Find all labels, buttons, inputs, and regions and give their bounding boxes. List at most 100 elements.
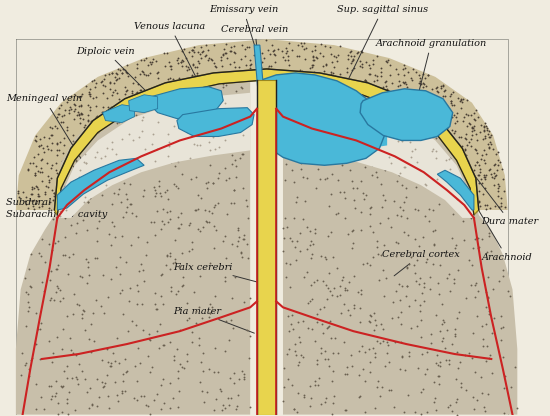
Point	[372, 237, 381, 244]
Point	[72, 136, 80, 142]
Point	[221, 348, 230, 354]
Point	[75, 159, 84, 166]
Point	[155, 177, 164, 184]
Point	[343, 287, 351, 293]
Point	[423, 153, 432, 159]
Point	[186, 154, 195, 161]
Point	[288, 151, 296, 158]
Point	[308, 100, 317, 106]
Point	[122, 258, 130, 265]
Point	[426, 286, 434, 292]
Point	[168, 141, 177, 148]
Point	[37, 202, 46, 209]
Point	[373, 378, 382, 384]
Point	[45, 383, 53, 389]
Point	[116, 290, 125, 297]
Point	[141, 146, 150, 153]
Point	[400, 72, 409, 78]
Point	[28, 186, 36, 192]
Point	[428, 148, 437, 154]
Point	[347, 244, 356, 251]
Point	[299, 317, 307, 324]
Point	[153, 109, 162, 116]
Point	[74, 94, 83, 101]
Point	[301, 102, 310, 108]
Point	[59, 368, 68, 374]
Point	[253, 57, 262, 64]
Text: Falx cerebri: Falx cerebri	[173, 263, 264, 284]
Point	[147, 61, 156, 67]
Point	[152, 101, 161, 108]
Point	[118, 233, 127, 239]
Point	[65, 335, 74, 342]
Point	[98, 104, 107, 111]
Point	[194, 60, 203, 67]
Point	[396, 308, 405, 315]
Point	[37, 156, 46, 162]
Point	[63, 185, 72, 191]
Point	[37, 319, 46, 326]
Polygon shape	[258, 109, 273, 220]
Point	[227, 47, 236, 54]
Polygon shape	[177, 108, 254, 136]
Point	[73, 301, 81, 308]
Point	[402, 136, 410, 143]
Point	[45, 204, 53, 211]
Point	[232, 88, 240, 94]
Point	[230, 200, 239, 206]
Point	[452, 113, 460, 120]
Point	[271, 52, 280, 59]
Point	[456, 162, 465, 168]
Point	[479, 128, 488, 134]
Point	[468, 354, 476, 361]
Point	[46, 277, 54, 283]
Point	[76, 273, 85, 280]
Point	[204, 178, 213, 185]
Point	[103, 346, 112, 353]
Point	[127, 156, 136, 162]
Point	[395, 169, 404, 176]
Point	[231, 50, 240, 57]
Point	[471, 280, 480, 286]
Point	[210, 59, 218, 66]
Point	[428, 261, 437, 267]
Point	[402, 264, 411, 270]
Point	[429, 100, 438, 107]
Point	[155, 94, 164, 101]
Point	[472, 136, 481, 143]
Point	[306, 228, 315, 234]
Point	[346, 48, 355, 54]
Point	[402, 80, 410, 87]
Point	[197, 314, 206, 321]
Point	[221, 233, 229, 240]
Point	[199, 47, 208, 54]
Point	[211, 202, 220, 208]
Point	[81, 375, 90, 382]
Point	[395, 297, 404, 303]
Point	[76, 158, 85, 165]
Point	[112, 69, 120, 76]
Point	[469, 116, 478, 122]
Point	[271, 58, 279, 65]
Text: Dura mater: Dura mater	[474, 174, 539, 226]
Point	[75, 167, 84, 173]
Point	[453, 396, 462, 403]
Point	[482, 123, 491, 129]
Point	[109, 223, 118, 230]
Point	[61, 215, 70, 221]
Point	[293, 42, 302, 49]
Point	[328, 103, 337, 110]
Point	[395, 203, 404, 210]
Point	[221, 50, 230, 56]
Point	[157, 382, 166, 389]
Point	[420, 284, 429, 291]
Point	[132, 60, 141, 67]
Point	[383, 215, 392, 222]
Point	[69, 108, 78, 114]
Point	[494, 277, 503, 284]
Point	[340, 301, 349, 307]
Point	[294, 130, 303, 137]
Point	[308, 326, 317, 332]
Point	[368, 254, 377, 261]
Point	[306, 297, 315, 304]
